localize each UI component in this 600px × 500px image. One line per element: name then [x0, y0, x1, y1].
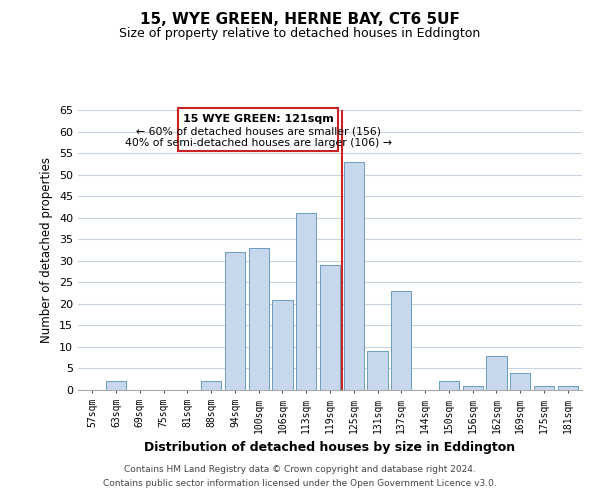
- Bar: [106, 382, 126, 390]
- Bar: [272, 300, 293, 390]
- Text: Size of property relative to detached houses in Eddington: Size of property relative to detached ho…: [119, 28, 481, 40]
- FancyBboxPatch shape: [178, 108, 338, 151]
- X-axis label: Distribution of detached houses by size in Eddington: Distribution of detached houses by size …: [145, 441, 515, 454]
- Bar: [534, 386, 554, 390]
- Bar: [439, 382, 459, 390]
- Bar: [391, 291, 412, 390]
- Bar: [367, 351, 388, 390]
- Bar: [344, 162, 364, 390]
- Bar: [320, 265, 340, 390]
- Bar: [201, 382, 221, 390]
- Bar: [248, 248, 269, 390]
- Bar: [557, 386, 578, 390]
- Text: 15, WYE GREEN, HERNE BAY, CT6 5UF: 15, WYE GREEN, HERNE BAY, CT6 5UF: [140, 12, 460, 28]
- Text: 40% of semi-detached houses are larger (106) →: 40% of semi-detached houses are larger (…: [125, 138, 392, 148]
- Text: 15 WYE GREEN: 121sqm: 15 WYE GREEN: 121sqm: [183, 114, 334, 124]
- Text: Contains HM Land Registry data © Crown copyright and database right 2024.
Contai: Contains HM Land Registry data © Crown c…: [103, 466, 497, 487]
- Bar: [225, 252, 245, 390]
- Bar: [296, 214, 316, 390]
- Bar: [463, 386, 483, 390]
- Text: ← 60% of detached houses are smaller (156): ← 60% of detached houses are smaller (15…: [136, 126, 380, 136]
- Bar: [487, 356, 506, 390]
- Bar: [510, 373, 530, 390]
- Y-axis label: Number of detached properties: Number of detached properties: [40, 157, 53, 343]
